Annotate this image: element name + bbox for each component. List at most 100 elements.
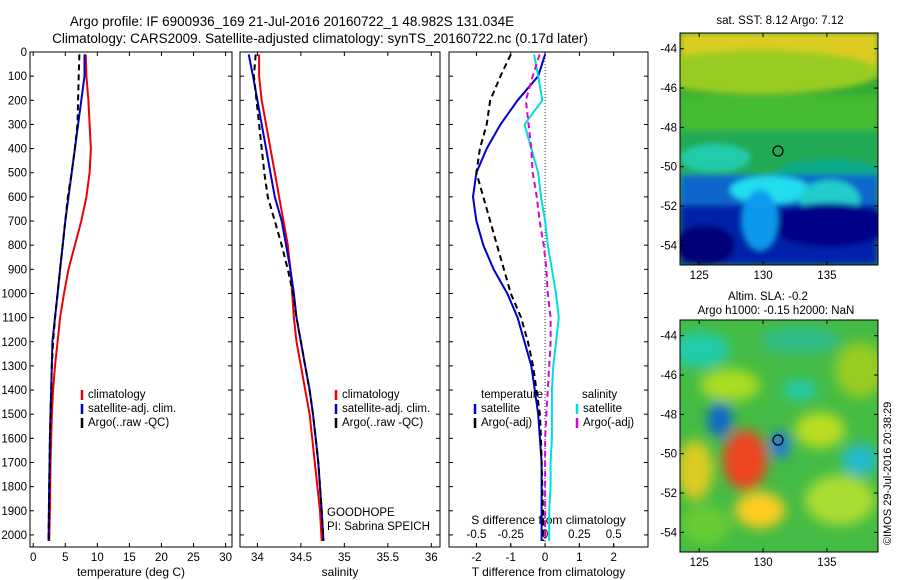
- salinity-panel: 34 34.5 35 35.5 36 salinity climatology satelli…: [239, 51, 441, 579]
- x-tick-label: 2: [610, 552, 616, 564]
- legend-label: satellite: [583, 403, 622, 415]
- legend-label: climatology: [342, 389, 400, 401]
- map-y-tick-label: -48: [660, 122, 677, 134]
- y-tick-label: 500: [8, 168, 27, 180]
- map-x-tick-label: 135: [817, 557, 836, 569]
- secondary-x-tick-label: -0.5: [467, 529, 487, 541]
- map-y-tick-label: -50: [660, 449, 677, 461]
- secondary-x-tick-label: 0.25: [568, 529, 590, 541]
- map-y-tick-label: -44: [660, 44, 677, 56]
- x-tick-label: 20: [155, 552, 168, 564]
- series-line-salinity-satellite: [523, 54, 560, 541]
- x-tick-label: 35: [338, 552, 351, 564]
- plot-frame: [239, 51, 441, 548]
- y-tick-label: 1400: [1, 385, 27, 397]
- legend-label: Argo(..raw -QC): [88, 417, 169, 429]
- series-line-argo-raw-qc-: [252, 54, 325, 542]
- legend-label: Argo(-adj): [583, 417, 634, 429]
- x-axis-label: salinity: [322, 565, 359, 579]
- sla-map-title: Altim. SLA: -0.2: [728, 291, 808, 303]
- x-tick-label: 0: [30, 552, 36, 564]
- map-y-tick-label: -50: [660, 162, 677, 174]
- x-tick-label: -2: [471, 552, 481, 564]
- y-tick-label: 1600: [1, 433, 27, 445]
- map-x-tick-label: 135: [817, 270, 836, 282]
- x-axis-label: T difference from climatology: [472, 565, 626, 579]
- y-tick-label: 1300: [1, 361, 27, 373]
- x-tick-label: 34.5: [290, 552, 312, 564]
- x-tick-label: 34: [251, 552, 264, 564]
- legend-label: satellite-adj. clim.: [88, 403, 176, 415]
- x-tick-label: 35.5: [377, 552, 399, 564]
- plot-frame: [448, 51, 649, 548]
- map-x-tick-label: 130: [753, 270, 772, 282]
- x-tick-label: 25: [187, 552, 200, 564]
- y-tick-label: 1000: [1, 288, 27, 300]
- legend-title-temperature: temperature: [481, 389, 543, 401]
- x-tick-label: 30: [219, 552, 232, 564]
- x-axis-label: temperature (deg C): [77, 565, 185, 579]
- x-tick-label: 15: [123, 552, 136, 564]
- sla-map-subtitle: Argo h1000: -0.15 h2000: NaN: [698, 305, 855, 317]
- temperature-panel: 0100200300400500600700800900100011001200…: [1, 47, 233, 579]
- sla-map: [680, 320, 878, 552]
- sst-map-title: sat. SST: 8.12 Argo: 7.12: [716, 15, 843, 27]
- figure-subtitle: Climatology: CARS2009. Satellite-adjuste…: [52, 31, 588, 46]
- y-tick-label: 300: [8, 119, 27, 131]
- legend-label: satellite-adj. clim.: [342, 403, 430, 415]
- x-tick-label: 0: [542, 552, 548, 564]
- y-tick-label: 1800: [1, 482, 27, 494]
- sst-map: [680, 33, 878, 265]
- legend-label: climatology: [88, 389, 146, 401]
- secondary-x-tick-label: 0.5: [606, 529, 622, 541]
- legend-label: satellite: [481, 403, 520, 415]
- plot-frame: [29, 51, 233, 548]
- x-tick-label: -1: [506, 552, 516, 564]
- x-tick-label: 5: [62, 552, 68, 564]
- y-tick-label: 0: [21, 47, 27, 59]
- map-y-tick-label: -46: [660, 370, 677, 382]
- y-tick-label: 600: [8, 192, 27, 204]
- legend-label: Argo(-adj): [481, 417, 532, 429]
- x-tick-label: 36: [425, 552, 438, 564]
- y-tick-label: 1700: [1, 457, 27, 469]
- map-y-tick-label: -44: [660, 331, 677, 343]
- series-line-argo-raw-qc-: [47, 54, 81, 542]
- footer-credit: ©IMOS 29-Jul-2016 20:38:29: [882, 402, 894, 545]
- annotation-project: GOODHOPE: [327, 507, 395, 519]
- sst-map-axes: -44 -46 -48 -50 -52 -54 125 130 135: [660, 33, 878, 282]
- map-y-tick-label: -52: [660, 201, 677, 213]
- series-line-climatology: [48, 54, 92, 542]
- legend-title-salinity: salinity: [582, 389, 617, 401]
- annotation-pi: PI: Sabrina SPEICH: [327, 521, 430, 533]
- x-tick-label: 1: [576, 552, 582, 564]
- map-y-tick-label: -54: [660, 240, 677, 252]
- argo-location-marker-sla: [772, 434, 784, 446]
- argo-location-marker: [772, 145, 784, 157]
- y-tick-label: 1900: [1, 506, 27, 518]
- y-tick-label: 1200: [1, 337, 27, 349]
- y-tick-label: 700: [8, 216, 27, 228]
- y-tick-label: 1500: [1, 409, 27, 421]
- map-x-tick-label: 125: [690, 270, 709, 282]
- x-tick-label: 10: [91, 552, 104, 564]
- map-y-tick-label: -46: [660, 83, 677, 95]
- difference-panel: -2 -1 0 1 2T difference from climatology -0.5…: [448, 51, 649, 579]
- map-x-tick-label: 130: [753, 557, 772, 569]
- map-y-tick-label: -48: [660, 409, 677, 421]
- series-line-argo-adj-: [475, 53, 545, 542]
- y-tick-label: 400: [8, 144, 27, 156]
- map-y-tick-label: -52: [660, 488, 677, 500]
- y-tick-label: 1100: [2, 313, 27, 325]
- series-line-salinity-argo-adj-: [524, 54, 552, 541]
- map-y-tick-label: -54: [660, 527, 677, 539]
- y-tick-label: 900: [8, 264, 27, 276]
- legend-label: Argo(..raw -QC): [342, 417, 423, 429]
- map-x-tick-label: 125: [690, 557, 709, 569]
- secondary-x-tick-label: -0.25: [498, 529, 524, 541]
- y-tick-label: 100: [8, 71, 27, 83]
- sla-map-axes: -44 -46 -48 -50 -52 -54 125 130 135: [660, 320, 878, 569]
- figure-title: Argo profile: IF 6900936_169 21-Jul-2016…: [70, 14, 514, 29]
- y-tick-label: 2000: [1, 530, 27, 542]
